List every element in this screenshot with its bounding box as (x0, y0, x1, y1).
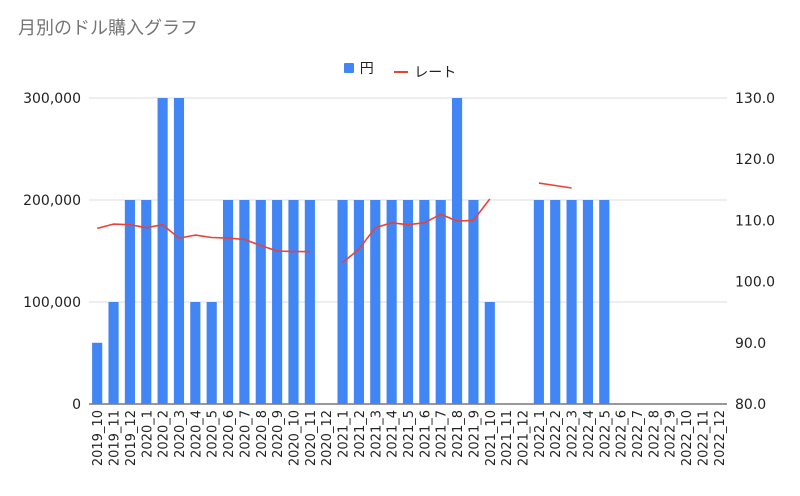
bar (206, 302, 217, 404)
bar (304, 200, 315, 404)
x-tick-label: 2022_9 (664, 410, 679, 458)
bar (468, 200, 479, 404)
bar (272, 200, 283, 404)
bar (173, 98, 185, 404)
right-axis-ticks: 80.0 90.0 100.0 110.0 120.0 130.0 (735, 91, 775, 413)
x-tick-label: 2020_11 (304, 410, 319, 466)
bar (582, 200, 594, 404)
right-tick-label: 110.0 (735, 213, 775, 229)
bar (435, 200, 446, 404)
bar (337, 200, 348, 404)
bar (484, 302, 495, 404)
x-tick-label: 2021_12 (517, 410, 532, 466)
x-tick-label: 2022_7 (631, 410, 646, 458)
rate-line-segment (96, 223, 310, 253)
x-axis-ticks: 2019_10 2019_11 2019_12 2020_1 2020_2 2020_3 2… (91, 410, 728, 466)
bar (386, 200, 397, 404)
left-axis-ticks: 0 100,000 200,000 300,000 (23, 91, 81, 413)
right-tick-label: 90.0 (735, 336, 766, 352)
x-tick-label: 2022_6 (615, 410, 630, 458)
bar (533, 200, 544, 404)
bar (402, 200, 414, 404)
rate-line-segment (342, 198, 491, 264)
bar (353, 200, 364, 404)
x-tick-label: 2020_10 (287, 410, 302, 466)
legend-label-rate: レート (414, 65, 457, 81)
x-tick-label: 2020_7 (238, 410, 253, 458)
legend-bar-swatch (343, 63, 354, 73)
x-tick-label: 2021_7 (435, 410, 450, 458)
bar-series-yen (92, 98, 610, 404)
x-tick-label: 2022_10 (680, 410, 695, 466)
x-tick-label: 2020_8 (255, 410, 270, 458)
x-tick-label: 2022_3 (566, 410, 581, 458)
bar (190, 302, 201, 404)
x-tick-label: 2021_4 (386, 410, 401, 458)
right-tick-label: 130.0 (735, 91, 775, 107)
x-tick-label: 2022_11 (696, 410, 711, 466)
x-tick-label: 2021_8 (451, 410, 466, 458)
left-tick-label: 300,000 (23, 91, 81, 107)
x-tick-label: 2020_6 (222, 410, 237, 458)
x-tick-label: 2022_8 (647, 410, 662, 458)
right-tick-label: 120.0 (735, 152, 775, 168)
x-tick-label: 2021_9 (467, 410, 482, 458)
x-tick-label: 2021_3 (369, 410, 384, 458)
chart-legend: 円 レート (0, 58, 800, 82)
x-tick-label: 2022_2 (549, 410, 564, 458)
x-tick-label: 2022_12 (713, 410, 728, 466)
bar (92, 342, 103, 404)
legend-line-swatch (394, 71, 409, 73)
x-tick-label: 2022_5 (598, 410, 613, 458)
x-tick-label: 2021_10 (484, 410, 499, 466)
x-tick-label: 2021_6 (418, 410, 433, 458)
x-tick-label: 2019_10 (91, 410, 106, 466)
bar (599, 200, 610, 404)
x-tick-label: 2020_5 (206, 410, 221, 458)
bar (370, 200, 381, 404)
bar (108, 302, 119, 404)
bar (288, 200, 299, 404)
x-tick-label: 2020_1 (140, 410, 155, 458)
bar (452, 98, 463, 404)
x-tick-label: 2019_12 (124, 410, 139, 466)
bar (124, 200, 135, 404)
left-tick-label: 0 (72, 397, 81, 413)
x-tick-label: 2020_12 (320, 410, 335, 466)
left-tick-label: 100,000 (23, 295, 81, 311)
bar (255, 200, 266, 404)
right-tick-label: 80.0 (735, 397, 766, 413)
x-tick-label: 2020_9 (271, 410, 286, 458)
legend-item-rate[interactable]: レート (394, 62, 456, 82)
right-tick-label: 100.0 (735, 275, 775, 291)
left-tick-label: 200,000 (23, 193, 81, 209)
legend-label-yen: 円 (359, 61, 374, 77)
x-tick-label: 2021_2 (353, 410, 368, 458)
bar (419, 200, 430, 404)
rate-line-segment (538, 182, 572, 189)
bar (222, 200, 234, 404)
x-tick-label: 2021_11 (500, 410, 515, 466)
bar (157, 98, 168, 404)
x-tick-label: 2021_5 (402, 410, 417, 458)
x-tick-label: 2020_4 (189, 410, 204, 458)
bar (566, 200, 577, 404)
bar (239, 200, 250, 404)
x-tick-label: 2021_1 (337, 410, 352, 458)
x-tick-label: 2020_3 (173, 410, 188, 458)
x-tick-label: 2022_4 (582, 410, 597, 458)
x-tick-label: 2022_1 (533, 410, 548, 458)
bar (141, 200, 152, 404)
bar (550, 200, 561, 404)
x-tick-label: 2020_2 (157, 410, 172, 458)
chart-title: 月別のドル購入グラフ (18, 18, 198, 39)
legend-item-yen[interactable]: 円 (343, 58, 374, 78)
x-tick-label: 2019_11 (108, 410, 123, 466)
line-series-rate (96, 182, 572, 264)
